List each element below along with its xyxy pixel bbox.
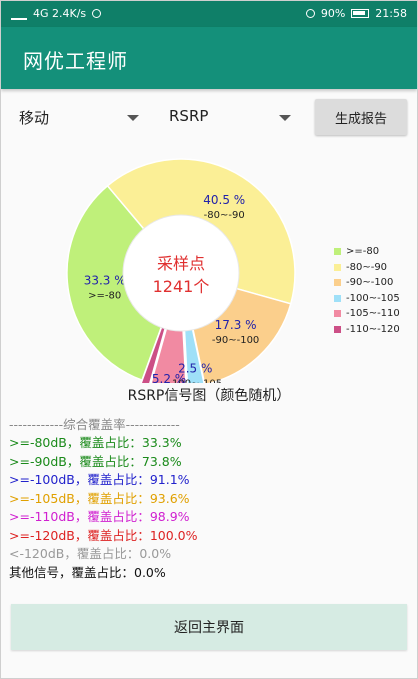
- battery-icon: [351, 9, 370, 18]
- slice-percent-label: 40.5 %: [203, 193, 245, 207]
- slice-range-label: >=-80: [88, 291, 121, 302]
- center-label-count: 1241个: [153, 277, 210, 296]
- operator-dropdown[interactable]: 移动: [19, 105, 143, 131]
- legend-swatch: [334, 248, 341, 256]
- coverage-line: <-120dB，覆盖占比：0.0%: [9, 546, 172, 561]
- legend-swatch: [334, 279, 341, 287]
- legend-item: -105~-110: [334, 306, 400, 322]
- legend-label: -100~-105: [346, 292, 400, 304]
- coverage-line: >=-80dB，覆盖占比：33.3%: [9, 435, 182, 450]
- coverage-line: 其他信号，覆盖占比：0.0%: [9, 564, 166, 580]
- coverage-line: >=-105dB，覆盖占比：93.6%: [9, 490, 190, 506]
- slice-percent-label: 2.5 %: [178, 362, 212, 376]
- chart-legend: >=-80 -80~-90 -90~-100 -100~-105 -105~-110 -1…: [334, 244, 400, 337]
- operator-value: 移动: [19, 109, 50, 127]
- legend-item: >=-80: [334, 244, 400, 260]
- legend-swatch: [334, 325, 341, 333]
- legend-item: -90~-100: [334, 275, 400, 291]
- slice-percent-label: 17.3 %: [215, 318, 257, 332]
- network-speed: 4G 2.4K/s: [33, 7, 87, 20]
- signal-icon: [11, 8, 27, 20]
- clock: 21:58: [375, 7, 407, 20]
- coverage-heading: ------------综合覆盖率------------: [9, 417, 180, 432]
- slice-range-label: -90~-100: [212, 335, 259, 346]
- legend-label: -80~-90: [346, 261, 388, 273]
- chart-center-hole: [122, 214, 240, 332]
- slice-range-label: -80~-90: [204, 210, 245, 221]
- metric-dropdown[interactable]: RSRP: [169, 105, 291, 131]
- coverage-line: >=-110dB，覆盖占比：98.9%: [9, 509, 190, 524]
- generate-report-button[interactable]: 生成报告: [315, 99, 407, 135]
- center-label-title: 采样点: [157, 254, 205, 273]
- chart-title: RSRP信号图（颜色随机）: [127, 388, 291, 404]
- legend-item: -100~-105: [334, 291, 400, 307]
- chevron-down-icon: [279, 115, 291, 121]
- coverage-line: >=-90dB，覆盖占比：73.8%: [9, 453, 182, 469]
- back-to-main-button[interactable]: 返回主界面: [11, 604, 407, 650]
- coverage-line: >=-120dB，覆盖占比：100.0%: [9, 527, 198, 543]
- app-bar: 网优工程师: [1, 27, 417, 89]
- slice-percent-label: 33.3 %: [84, 274, 126, 288]
- moon-icon: [92, 9, 102, 18]
- metric-value: RSRP: [169, 107, 209, 125]
- legend-label: -105~-110: [346, 308, 400, 320]
- battery-percent: 90%: [320, 7, 346, 20]
- coverage-line: >=-100dB，覆盖占比：91.1%: [9, 472, 190, 487]
- app-title: 网优工程师: [23, 49, 128, 73]
- legend-label: -90~-100: [346, 277, 394, 289]
- slice-range-label: -100~-105: [168, 379, 222, 383]
- status-bar: 4G 2.4K/s 90% 21:58: [1, 1, 417, 27]
- slice-percent-label: 5.2 %: [152, 372, 186, 383]
- rsrp-pie-chart: 33.3 % >=-80 40.5 % -80~-90 17.3 % -90~-100 2.…: [66, 158, 296, 383]
- alarm-icon: [305, 9, 315, 18]
- chevron-down-icon: [127, 115, 139, 121]
- legend-item: -110~-120: [334, 322, 400, 338]
- legend-swatch: [334, 294, 341, 302]
- legend-label: -110~-120: [346, 323, 400, 335]
- legend-swatch: [334, 310, 341, 318]
- legend-label: >=-80: [346, 246, 380, 258]
- legend-item: -80~-90: [334, 260, 400, 276]
- legend-swatch: [334, 263, 341, 271]
